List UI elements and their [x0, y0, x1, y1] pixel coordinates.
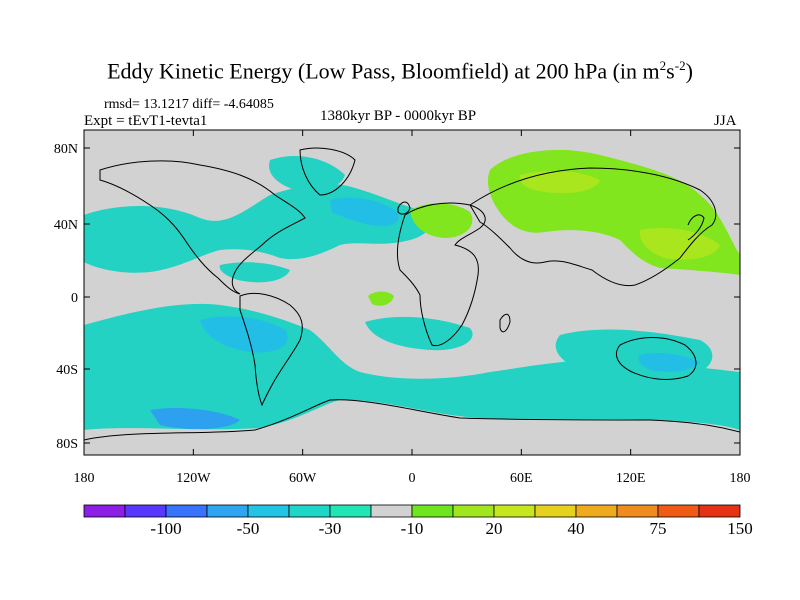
anomaly-mid-atlantic: [269, 155, 345, 192]
anomaly-antarctic-dark: [150, 408, 240, 430]
stats-text: rmsd= 13.1217 diff= -4.64085: [104, 97, 274, 112]
axis-ticks: [83, 130, 741, 455]
colorbar-swatch: [657, 504, 700, 518]
colorbar-swatch: [616, 504, 659, 518]
colorbar-swatch: [329, 504, 372, 518]
lat-tick-label: 80N: [54, 142, 78, 157]
coast-greenland: [299, 147, 356, 196]
contour-fields: [84, 147, 740, 455]
coast-north-america: [99, 160, 306, 295]
anomaly-east-asia-core: [639, 228, 720, 260]
colorbar-swatch: [698, 504, 741, 518]
lon-tick-label: 180: [730, 471, 751, 486]
colorbar-swatch: [493, 504, 536, 518]
lon-tick-label: 0: [409, 471, 416, 486]
lon-tick-label: 120E: [616, 471, 646, 486]
colorbar-label: 20: [485, 519, 503, 538]
colorbar-swatch: [206, 504, 249, 518]
colorbar-label: 75: [649, 519, 667, 538]
colorbar-label: 40: [567, 519, 585, 538]
coastlines: [84, 147, 740, 441]
lat-tick-label: 40N: [54, 218, 78, 233]
period-label: 1380kyr BP - 0000kyr BP: [320, 108, 477, 124]
lon-tick-label: 60E: [510, 471, 533, 486]
colorbar-swatch: [83, 504, 126, 518]
anomaly-arctic: [540, 149, 590, 163]
plot-title: Eddy Kinetic Energy (Low Pass, Bloomfiel…: [107, 58, 693, 84]
anomaly-australia-core: [638, 352, 700, 372]
colorbar-swatch: [247, 504, 290, 518]
colorbar-label: -10: [400, 519, 424, 538]
experiment-label: Expt = tEvT1-tevta1: [84, 113, 208, 129]
colorbar-swatch: [124, 504, 167, 518]
anomaly-north-atlantic-core: [330, 197, 399, 227]
coast-japan: [687, 214, 705, 241]
colorbar-swatch: [165, 504, 208, 518]
coast-asia: [469, 167, 717, 287]
lon-tick-label: 60W: [289, 471, 317, 486]
anomaly-subtropical-atlantic: [368, 291, 394, 306]
coast-antarctica: [84, 399, 740, 441]
anomaly-europe: [410, 203, 473, 238]
colorbar-label: -100: [150, 519, 182, 538]
colorbar-swatch: [575, 504, 618, 518]
colorbar-swatch: [534, 504, 577, 518]
colorbar-swatch: [370, 504, 413, 518]
lon-tick-label: 120W: [176, 471, 211, 486]
colorbar-swatch: [452, 504, 495, 518]
coast-madagascar: [499, 313, 511, 333]
colorbar-label: -50: [236, 519, 260, 538]
antarctica-mask: [84, 399, 740, 455]
lat-tick-label: 80S: [56, 437, 78, 452]
colorbar-swatch: [411, 504, 454, 518]
anomaly-eurasia-core: [519, 170, 600, 194]
anomaly-south-pacific-core: [200, 316, 288, 353]
lon-tick-label: 180: [74, 471, 95, 486]
colorbar-label: 150: [727, 519, 753, 538]
colorbar-swatch: [288, 504, 331, 518]
coast-australia: [616, 337, 697, 380]
colorbar-label: -30: [318, 519, 342, 538]
season-label: JJA: [714, 113, 737, 129]
lat-tick-label: 0: [71, 291, 78, 306]
axis-tick-labels: 80N 40N 0 40S 80S 180 120W 60W 0 60E 120E 180: [54, 142, 751, 486]
coast-south-america: [239, 292, 303, 407]
anomaly-equatorial-pacific: [219, 262, 290, 283]
coast-europe-africa: [397, 202, 486, 347]
lat-tick-label: 40S: [56, 363, 78, 378]
coast-britain: [397, 201, 411, 215]
